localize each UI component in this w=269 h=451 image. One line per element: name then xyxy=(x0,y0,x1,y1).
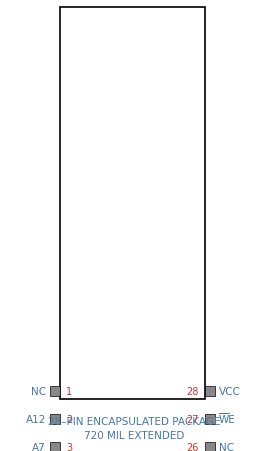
Text: 28–PIN ENCAPSULATED PACKAGE: 28–PIN ENCAPSULATED PACKAGE xyxy=(48,416,220,426)
Text: 27: 27 xyxy=(186,414,199,424)
Text: A7: A7 xyxy=(32,442,46,451)
Text: 28: 28 xyxy=(187,386,199,396)
Bar xyxy=(205,386,215,396)
Text: 720 MIL EXTENDED: 720 MIL EXTENDED xyxy=(84,430,184,440)
Text: WE: WE xyxy=(219,414,236,424)
Bar xyxy=(50,386,60,396)
Bar xyxy=(205,414,215,424)
Text: 2: 2 xyxy=(66,414,72,424)
Text: NC: NC xyxy=(219,442,234,451)
Text: 1: 1 xyxy=(66,386,72,396)
Text: NC: NC xyxy=(31,386,46,396)
Text: 3: 3 xyxy=(66,442,72,451)
Bar xyxy=(60,8,205,399)
Bar xyxy=(50,442,60,451)
Text: VCC: VCC xyxy=(219,386,241,396)
Bar xyxy=(205,442,215,451)
Text: A12: A12 xyxy=(26,414,46,424)
Bar xyxy=(50,414,60,424)
Text: 26: 26 xyxy=(187,442,199,451)
